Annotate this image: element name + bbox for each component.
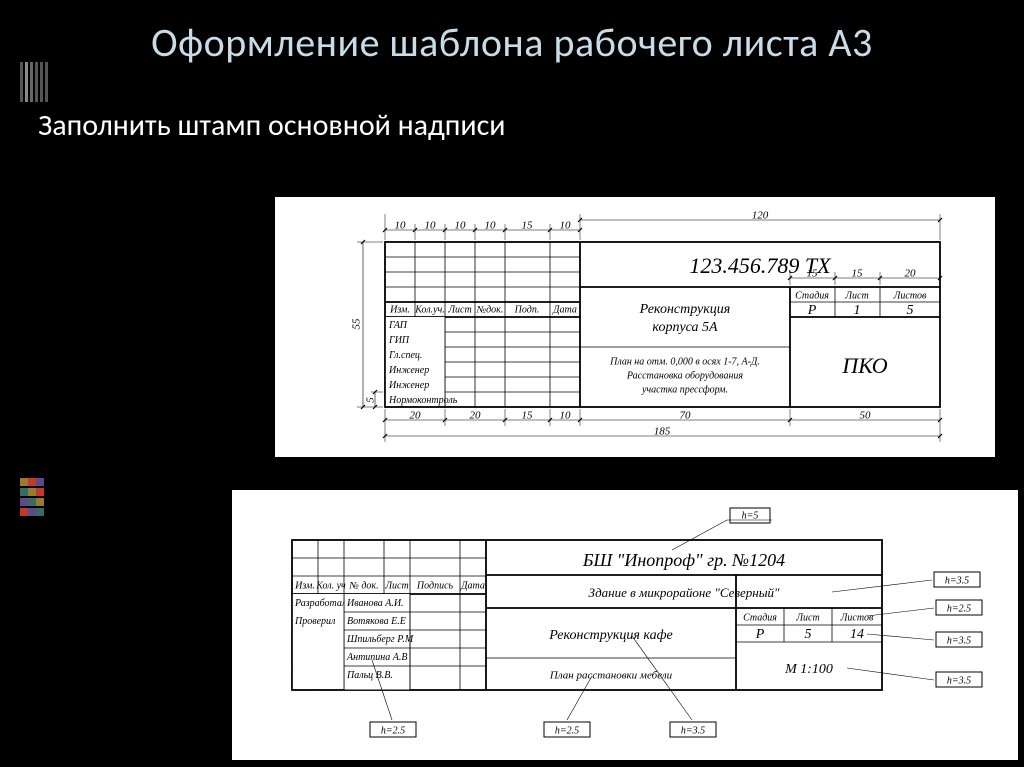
plan-l1: План на отм. 0,000 в осях 1-7, А-Д.	[609, 356, 760, 367]
db1: 20	[410, 410, 422, 422]
stamp2-svg: Изм. Кол. уч № док. Лист Подпись Дата Ра…	[232, 490, 1018, 760]
h-r3: h=3.5	[947, 635, 971, 646]
proj-l2: корпуса 5А	[652, 320, 718, 335]
db5: 70	[680, 410, 692, 422]
dl-h: 55	[351, 318, 363, 330]
drt2: 15	[852, 268, 864, 280]
n4: Пальц В.В.	[346, 670, 393, 681]
h-r2: h=2.5	[947, 603, 971, 614]
title-block-diagram-2: Изм. Кол. уч № док. Лист Подпись Дата Ра…	[232, 490, 1018, 760]
sub-stadia: Стадия	[795, 290, 829, 301]
slide-subtitle: Заполнить штамп основной надписи	[0, 77, 1024, 164]
val-list: 1	[854, 303, 861, 318]
val-listov: 5	[907, 303, 914, 318]
dbt: 185	[654, 426, 671, 438]
h2-data: Дата	[460, 580, 485, 591]
t2h2: Листов	[840, 612, 874, 623]
h-b1: h=2.5	[381, 725, 405, 736]
n3: Антипина А.В	[346, 652, 407, 663]
hdr-ndok: №док.	[476, 304, 504, 315]
dt5: 15	[522, 220, 534, 232]
r2-chk: Проверил	[294, 616, 336, 627]
plan-l3: участка прессформ.	[641, 384, 728, 395]
proj2: Реконструкция кафе	[548, 628, 672, 643]
inst: БШ "Инопроф" гр. №1204	[582, 550, 785, 570]
dt2: 10	[425, 220, 437, 232]
h-top: h=5	[742, 510, 759, 521]
row-eng2: Инженер	[388, 380, 429, 391]
n0: Иванова А.И.	[346, 598, 404, 609]
scale2: М 1:100	[784, 662, 833, 677]
dt6: 10	[560, 220, 572, 232]
hdr-izm: Изм.	[389, 304, 410, 315]
proj-l1: Реконструкция	[639, 302, 731, 317]
t2v2: 14	[850, 627, 864, 642]
plan2: План расстановки мебели	[549, 670, 673, 682]
t2v1: 5	[805, 627, 812, 642]
t2v0: Р	[755, 627, 765, 642]
h2-podp: Подпись	[416, 580, 454, 591]
dt7: 120	[752, 210, 769, 222]
h2-ndok: № док.	[348, 580, 378, 591]
sub-list: Лист	[844, 290, 868, 301]
title-block-diagram-1: Изм. Кол.уч. Лист №док. Подп. Дата ГАП Г…	[275, 197, 995, 457]
hdr-data: Дата	[552, 304, 577, 315]
hdr-list: Лист	[447, 304, 471, 315]
dl-5: 5	[365, 397, 377, 403]
h-b3: h=3.5	[681, 725, 705, 736]
h2-list: Лист	[384, 580, 408, 591]
dt3: 10	[455, 220, 467, 232]
dt1: 10	[395, 220, 407, 232]
org: ПКО	[841, 353, 887, 378]
hdr-podp: Подп.	[514, 304, 540, 315]
row-eng1: Инженер	[388, 365, 429, 376]
hdr-kol: Кол.уч.	[414, 304, 445, 315]
db3: 15	[522, 410, 534, 422]
dt4: 10	[485, 220, 497, 232]
sub-listov: Листов	[893, 290, 927, 301]
h-b2: h=2.5	[555, 725, 579, 736]
val-stadia: Р	[807, 303, 817, 318]
n1: Вотякова Е.Е	[347, 616, 406, 627]
t2h1: Лист	[795, 612, 819, 623]
r2-dev: Разработал	[294, 598, 347, 609]
stamp1-svg: Изм. Кол.уч. Лист №док. Подп. Дата ГАП Г…	[275, 197, 995, 457]
row-gap: ГАП	[388, 320, 408, 331]
drt1: 15	[807, 268, 819, 280]
row-glspec: Гл.спец.	[388, 350, 422, 361]
n2: Шпильберг Р.М	[346, 634, 414, 645]
h2-kol: Кол. уч	[315, 580, 346, 591]
accent-squares	[20, 478, 48, 518]
db2: 20	[470, 410, 482, 422]
db4: 10	[560, 410, 572, 422]
bldg: Здание в микрорайоне "Северный"	[588, 585, 780, 600]
db6: 50	[860, 410, 872, 422]
accent-stripes	[20, 62, 48, 102]
row-norm: Нормоконтроль	[388, 395, 458, 406]
h-r4: h=3.5	[947, 675, 971, 686]
h2-izm: Изм.	[294, 580, 315, 591]
h-r1: h=3.5	[945, 575, 969, 586]
slide-title: Оформление шаблона рабочего листа А3	[0, 0, 1024, 77]
t2h0: Стадия	[743, 612, 777, 623]
row-gip: ГИП	[388, 335, 410, 346]
plan-l2: Расстановка оборудования	[626, 370, 744, 381]
drt3: 20	[905, 268, 917, 280]
